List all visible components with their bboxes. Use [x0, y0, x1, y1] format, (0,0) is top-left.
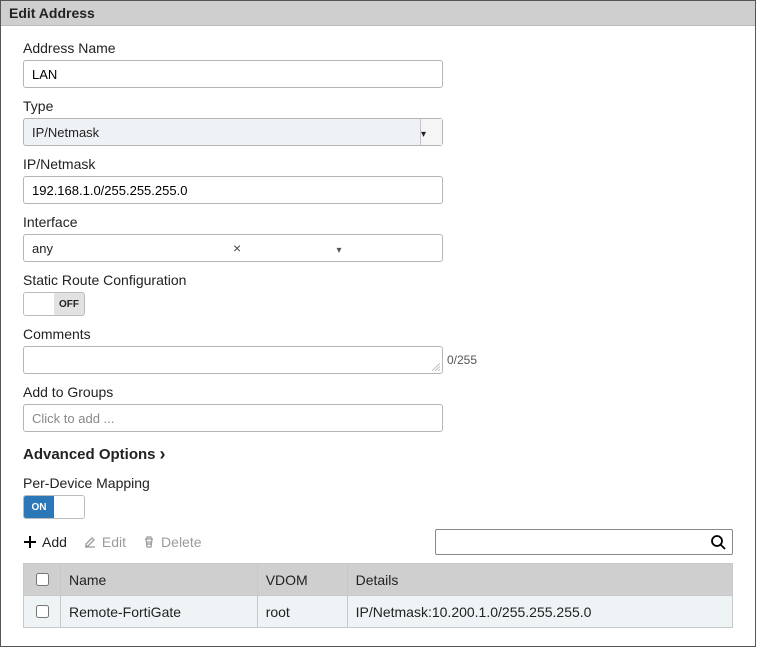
toggle-static-route-label: OFF	[54, 293, 84, 315]
select-type-value: IP/Netmask	[32, 125, 420, 140]
input-address-name[interactable]	[32, 67, 434, 82]
delete-button[interactable]: Delete	[142, 534, 201, 550]
field-address-name: Address Name	[23, 40, 733, 88]
toggle-per-device[interactable]: ON	[23, 495, 85, 519]
plus-icon	[23, 535, 37, 549]
combo-interface[interactable]: any	[23, 234, 443, 262]
input-ipnetmask[interactable]	[32, 183, 434, 198]
field-type: Type IP/Netmask	[23, 98, 733, 146]
field-add-to-groups: Add to Groups	[23, 384, 733, 432]
edit-button-label: Edit	[102, 534, 126, 550]
window-title: Edit Address	[1, 1, 755, 26]
label-comments: Comments	[23, 326, 733, 342]
row-checkbox[interactable]	[36, 605, 49, 618]
add-button[interactable]: Add	[23, 534, 67, 550]
resize-handle-icon	[432, 363, 440, 371]
toggle-per-device-knob	[54, 496, 84, 518]
table-row[interactable]: Remote-FortiGate root IP/Netmask:10.200.…	[24, 596, 733, 628]
comments-counter: 0/255	[447, 353, 477, 367]
input-add-to-groups-wrap	[23, 404, 443, 432]
delete-button-label: Delete	[161, 534, 201, 550]
label-address-name: Address Name	[23, 40, 733, 56]
field-static-route: Static Route Configuration OFF	[23, 272, 733, 316]
clear-icon[interactable]	[233, 240, 331, 256]
table-header-row: Name VDOM Details	[24, 564, 733, 596]
field-per-device: Per-Device Mapping ON	[23, 475, 733, 519]
label-add-to-groups: Add to Groups	[23, 384, 733, 400]
col-details[interactable]: Details	[347, 564, 732, 596]
search-icon[interactable]	[710, 534, 726, 550]
row-checkbox-cell	[24, 596, 61, 628]
add-button-label: Add	[42, 534, 67, 550]
trash-icon	[142, 535, 156, 549]
input-ipnetmask-wrap	[23, 176, 443, 204]
cell-name: Remote-FortiGate	[61, 596, 258, 628]
mapping-table: Name VDOM Details Remote-FortiGate root …	[23, 563, 733, 628]
chevron-down-icon[interactable]	[337, 241, 435, 256]
chevron-right-icon	[160, 444, 166, 465]
combo-interface-actions	[233, 240, 434, 256]
advanced-options-toggle[interactable]: Advanced Options	[23, 444, 733, 465]
mapping-toolbar: Add Edit Delete	[23, 529, 733, 555]
col-name[interactable]: Name	[61, 564, 258, 596]
label-per-device: Per-Device Mapping	[23, 475, 733, 491]
select-type[interactable]: IP/Netmask	[23, 118, 443, 146]
label-static-route: Static Route Configuration	[23, 272, 733, 288]
edit-address-window: Edit Address Address Name Type IP/Netmas…	[0, 0, 756, 647]
cell-vdom: root	[257, 596, 347, 628]
toggle-static-route-knob	[24, 293, 54, 315]
toggle-static-route[interactable]: OFF	[23, 292, 85, 316]
label-type: Type	[23, 98, 733, 114]
cell-details: IP/Netmask:10.200.1.0/255.255.255.0	[347, 596, 732, 628]
edit-icon	[83, 535, 97, 549]
search-box	[435, 529, 733, 555]
col-vdom[interactable]: VDOM	[257, 564, 347, 596]
toggle-per-device-label: ON	[24, 496, 54, 518]
input-add-to-groups[interactable]	[32, 411, 434, 426]
window-body: Address Name Type IP/Netmask IP/Netmask …	[1, 26, 755, 646]
header-checkbox[interactable]	[36, 573, 49, 586]
header-checkbox-cell	[24, 564, 61, 596]
dropdown-icon[interactable]	[420, 119, 442, 145]
label-ipnetmask: IP/Netmask	[23, 156, 733, 172]
label-interface: Interface	[23, 214, 733, 230]
field-comments: Comments 0/255	[23, 326, 733, 374]
edit-button[interactable]: Edit	[83, 534, 126, 550]
field-interface: Interface any	[23, 214, 733, 262]
input-comments[interactable]	[32, 353, 434, 368]
field-ipnetmask: IP/Netmask	[23, 156, 733, 204]
input-comments-wrap	[23, 346, 443, 374]
advanced-options-label: Advanced Options	[23, 446, 156, 463]
input-address-name-wrap	[23, 60, 443, 88]
combo-interface-value: any	[32, 241, 233, 256]
search-input[interactable]	[444, 534, 710, 551]
